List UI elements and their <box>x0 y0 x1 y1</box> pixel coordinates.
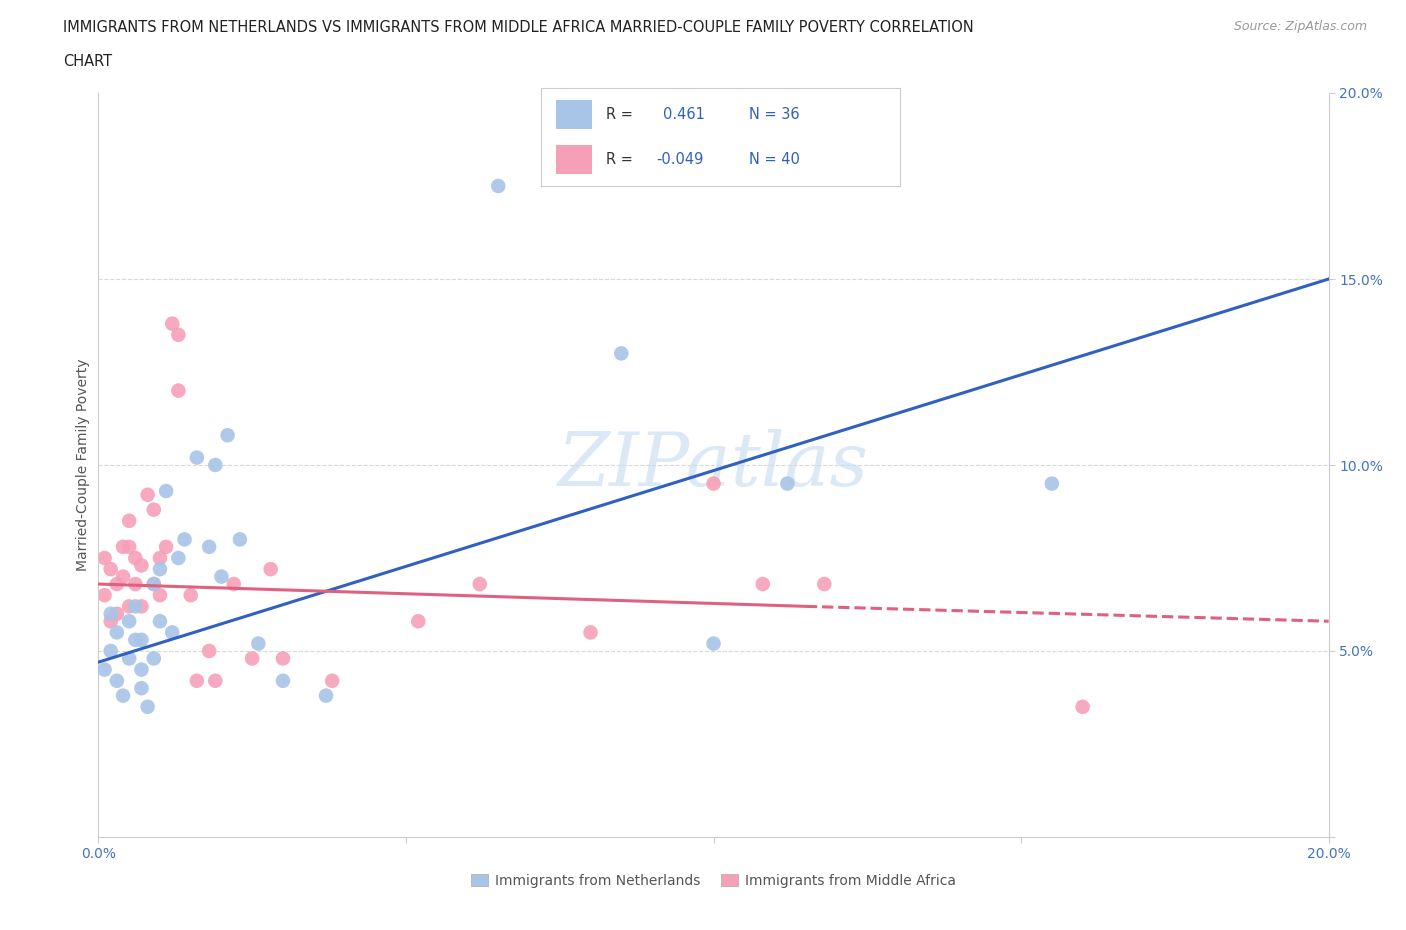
Point <box>167 327 190 342</box>
Point <box>1040 476 1063 491</box>
Point <box>162 625 183 640</box>
Point <box>204 458 226 472</box>
Legend: Immigrants from Netherlands, Immigrants from Middle Africa: Immigrants from Netherlands, Immigrants … <box>465 869 962 894</box>
Point <box>167 551 190 565</box>
Point <box>211 569 233 584</box>
Text: N = 40: N = 40 <box>749 153 800 167</box>
Point <box>149 614 172 629</box>
Point <box>321 673 343 688</box>
Point <box>105 606 128 621</box>
Point <box>142 577 165 591</box>
Point <box>149 562 172 577</box>
Point <box>149 551 172 565</box>
Text: ZIPatlas: ZIPatlas <box>558 429 869 501</box>
Point <box>579 625 602 640</box>
Point <box>100 644 122 658</box>
Point <box>486 179 509 193</box>
Point <box>124 599 146 614</box>
Point <box>100 614 122 629</box>
Point <box>155 484 177 498</box>
Point <box>100 562 122 577</box>
Point <box>105 577 128 591</box>
Point <box>468 577 491 591</box>
Point <box>124 577 146 591</box>
Point <box>136 487 159 502</box>
Point <box>118 599 141 614</box>
Point <box>1071 699 1094 714</box>
Point <box>131 632 153 647</box>
Point <box>118 651 141 666</box>
Point <box>112 539 135 554</box>
Point <box>142 577 165 591</box>
Point <box>93 551 115 565</box>
Point <box>198 644 221 658</box>
Point <box>105 625 128 640</box>
Point <box>149 588 172 603</box>
Text: Source: ZipAtlas.com: Source: ZipAtlas.com <box>1233 20 1367 33</box>
Point <box>136 699 159 714</box>
Point <box>229 532 252 547</box>
Text: R =: R = <box>606 153 637 167</box>
Point <box>100 606 122 621</box>
Point <box>142 651 165 666</box>
Point <box>271 651 294 666</box>
Text: 0.461: 0.461 <box>664 107 704 122</box>
Point <box>703 476 725 491</box>
Point <box>186 450 208 465</box>
Point <box>131 662 153 677</box>
Point <box>186 673 208 688</box>
Point <box>131 558 153 573</box>
Point <box>118 614 141 629</box>
Point <box>131 681 153 696</box>
Text: CHART: CHART <box>63 54 112 69</box>
Point <box>315 688 337 703</box>
Text: IMMIGRANTS FROM NETHERLANDS VS IMMIGRANTS FROM MIDDLE AFRICA MARRIED-COUPLE FAMI: IMMIGRANTS FROM NETHERLANDS VS IMMIGRANT… <box>63 20 974 35</box>
Point <box>408 614 430 629</box>
Point <box>610 346 633 361</box>
Point <box>776 476 799 491</box>
Bar <box>555 100 592 129</box>
Point <box>155 539 177 554</box>
Point <box>167 383 190 398</box>
Point <box>204 673 226 688</box>
Point <box>112 569 135 584</box>
Point <box>93 662 115 677</box>
Point <box>180 588 202 603</box>
Point <box>112 688 135 703</box>
Text: R =: R = <box>606 107 637 122</box>
Bar <box>555 145 592 174</box>
Point <box>271 673 294 688</box>
Point <box>124 632 146 647</box>
Point <box>131 599 153 614</box>
Point <box>813 577 835 591</box>
Point <box>118 539 141 554</box>
Point <box>105 673 128 688</box>
Y-axis label: Married-Couple Family Poverty: Married-Couple Family Poverty <box>76 359 90 571</box>
Point <box>118 513 141 528</box>
Text: N = 36: N = 36 <box>749 107 800 122</box>
Point <box>240 651 263 666</box>
Point <box>142 502 165 517</box>
Point <box>162 316 183 331</box>
Text: -0.049: -0.049 <box>657 153 703 167</box>
Point <box>247 636 270 651</box>
Point <box>752 577 775 591</box>
Point <box>222 577 245 591</box>
Point <box>260 562 283 577</box>
Point <box>124 551 146 565</box>
Point <box>173 532 195 547</box>
Point <box>217 428 239 443</box>
Point <box>198 539 221 554</box>
Point <box>703 636 725 651</box>
Point <box>93 588 115 603</box>
